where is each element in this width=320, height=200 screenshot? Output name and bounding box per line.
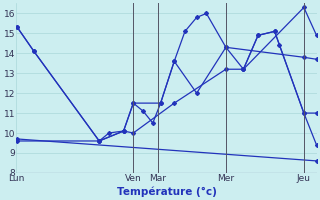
X-axis label: Température (°c): Température (°c)	[116, 186, 216, 197]
